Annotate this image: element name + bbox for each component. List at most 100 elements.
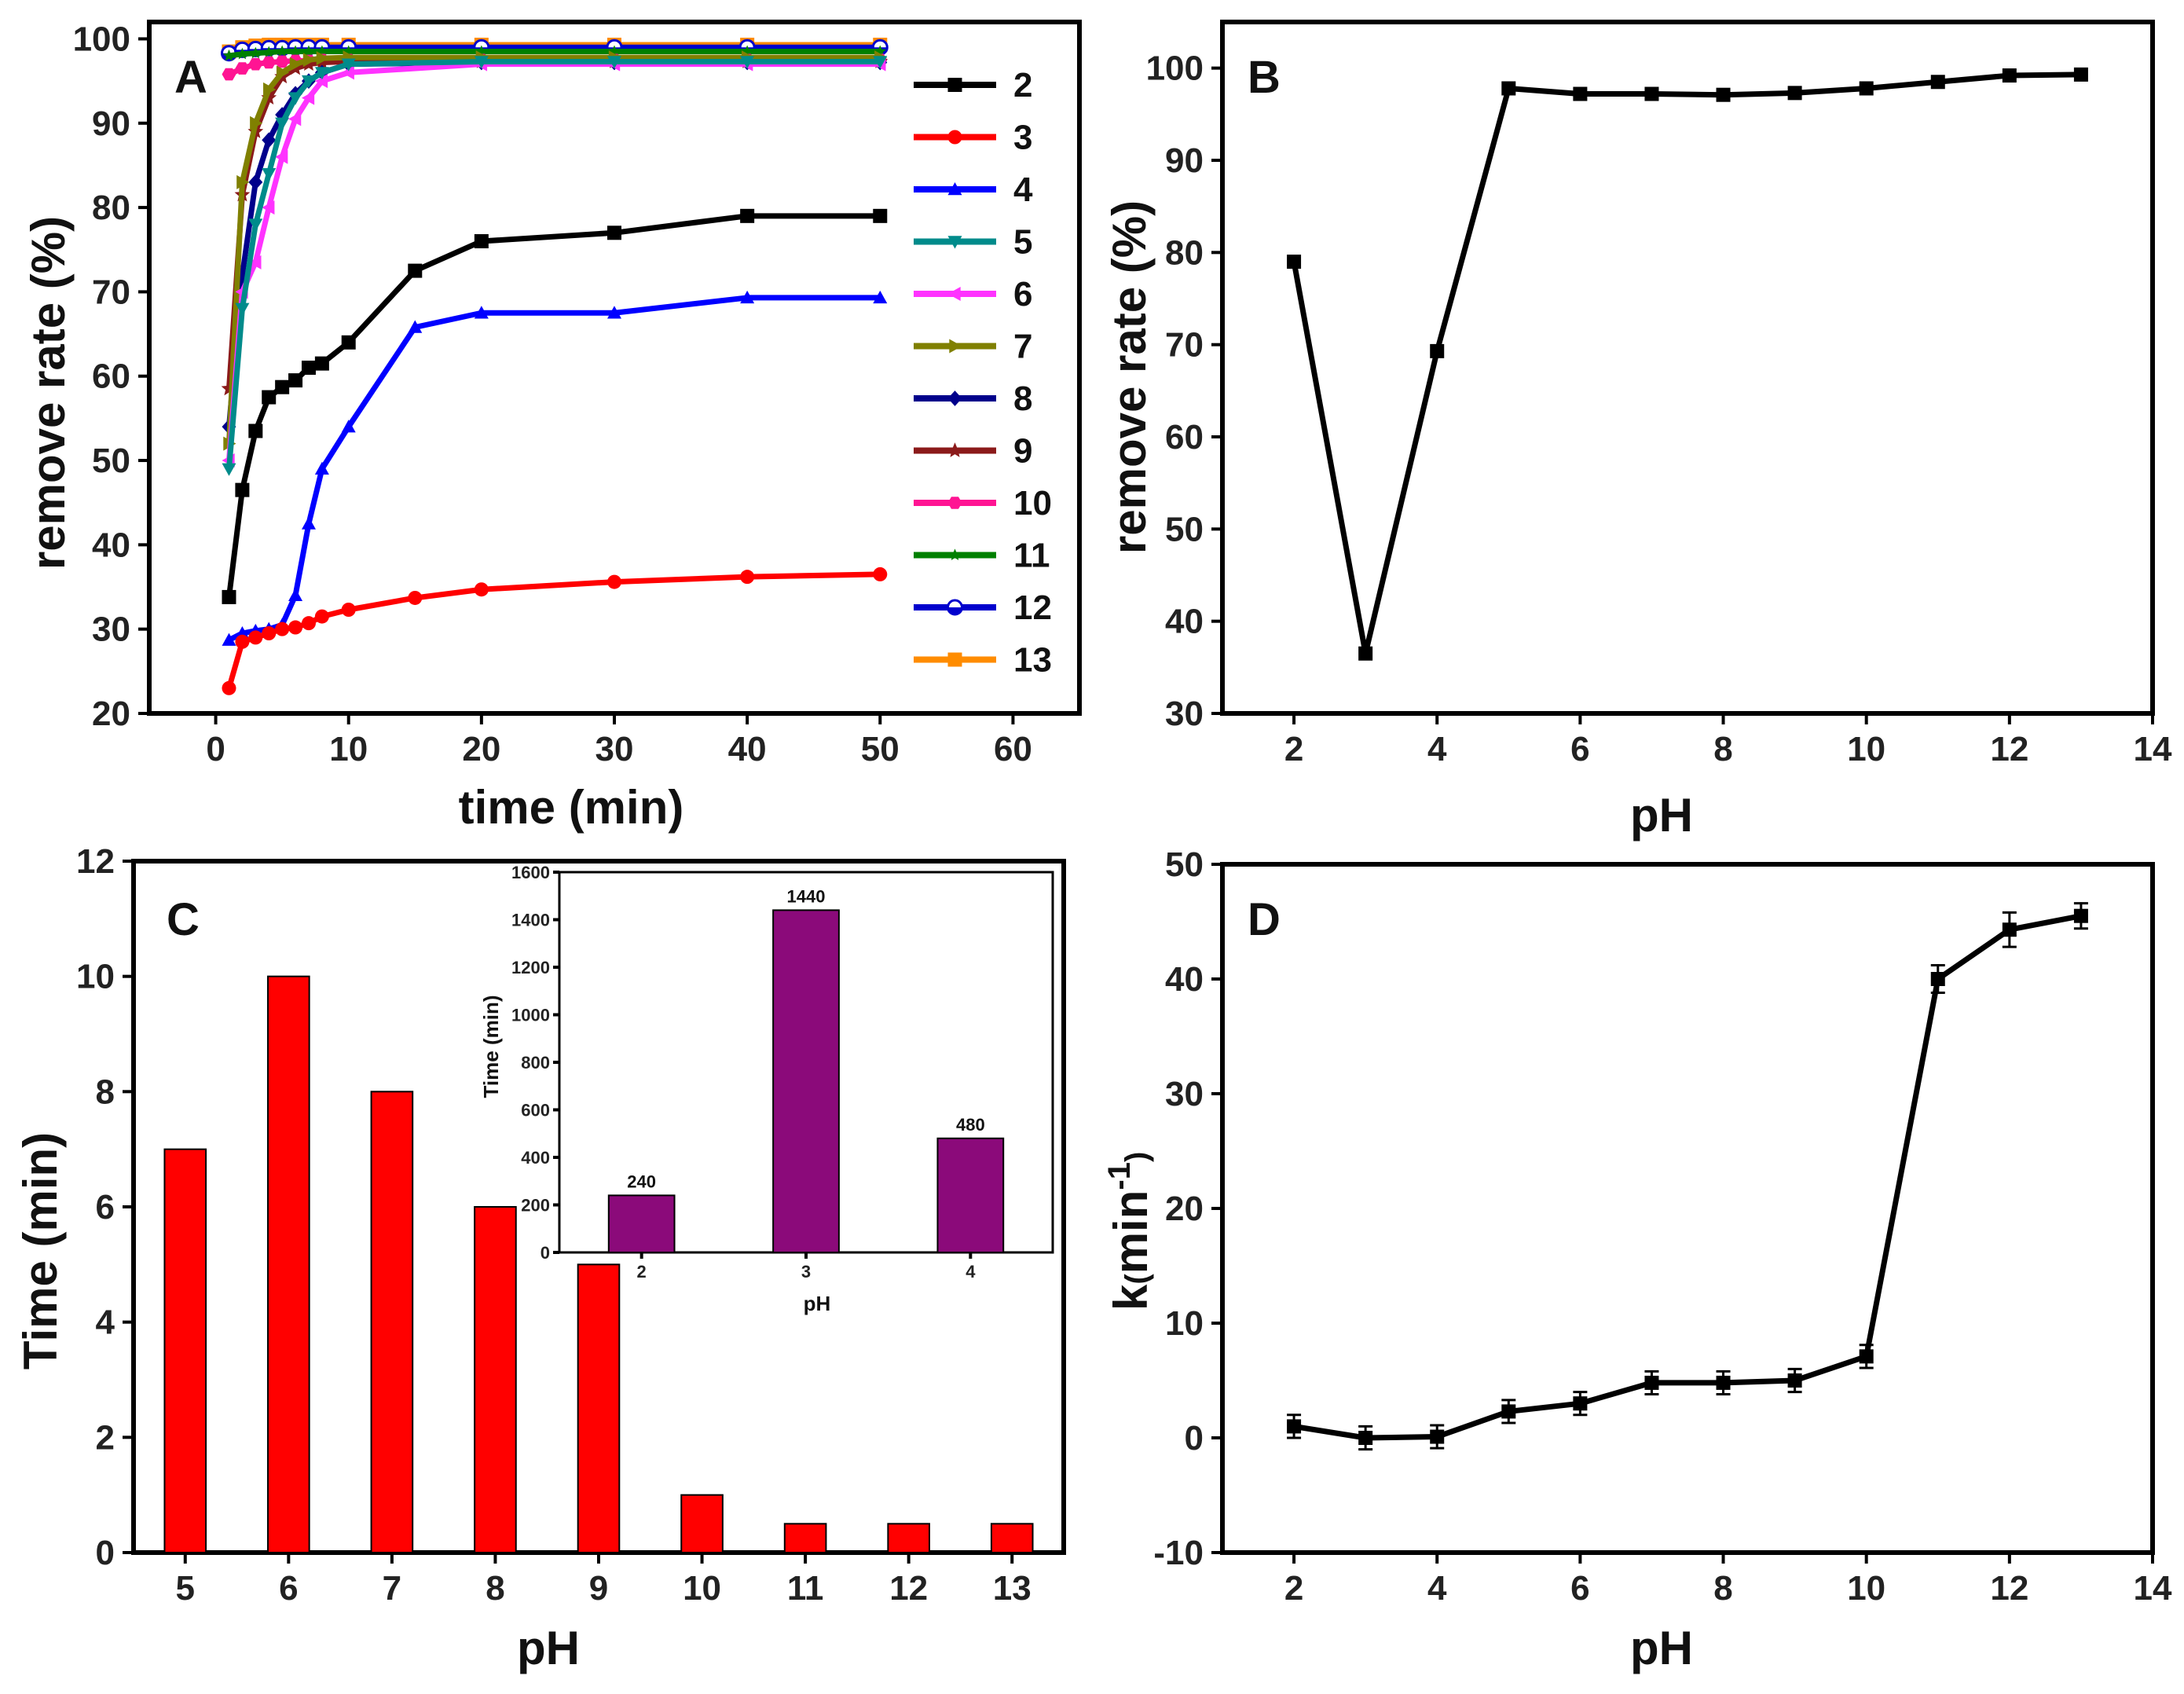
panel-c-xtick-label: 7 bbox=[383, 1569, 401, 1608]
legend-entry-12: 12 bbox=[914, 588, 1052, 627]
legend-entry-6: 6 bbox=[914, 275, 1032, 314]
panel-a-series-4-point bbox=[408, 320, 423, 333]
panel-b-point bbox=[2002, 68, 2017, 83]
panel-a-series-3-point bbox=[288, 620, 303, 635]
panel-d-xtick-label: 8 bbox=[1713, 1569, 1732, 1608]
panel-c-ytick-label: 12 bbox=[76, 842, 115, 881]
panel-a-series-5-point bbox=[222, 463, 236, 476]
panel-a-series-3-point bbox=[314, 609, 329, 624]
panel-d-ytick-label: 20 bbox=[1165, 1190, 1204, 1228]
panel-a-series-5-point bbox=[341, 58, 356, 72]
panel-a-xtick-label: 50 bbox=[861, 730, 900, 768]
panel-a-series-11-point bbox=[222, 49, 236, 61]
panel-a-series-7-point bbox=[236, 174, 250, 189]
panel-c-inset-bar-4 bbox=[936, 1137, 1005, 1254]
panel-a-xlabel: time (min) bbox=[459, 781, 684, 834]
legend-entry-7: 7 bbox=[914, 328, 1032, 366]
panel-a-series-6-point bbox=[262, 200, 275, 215]
panel-c-inset-xtick-label: 4 bbox=[966, 1262, 976, 1282]
panel-c-label: C bbox=[167, 894, 200, 945]
panel-c-bar-10 bbox=[680, 1494, 724, 1553]
panel-c-inset-ytick-label: 600 bbox=[521, 1101, 550, 1120]
panel-a-series-4-point bbox=[474, 306, 489, 319]
panel-d-ylabel-base: k bbox=[1105, 1284, 1157, 1311]
panel-a-series-7-point bbox=[250, 116, 263, 130]
panel-a-series-2-point bbox=[341, 335, 356, 350]
legend-entry-12-marker bbox=[947, 607, 962, 615]
panel-c-inset-data-label: 240 bbox=[627, 1172, 656, 1191]
panel-b-frame bbox=[1220, 20, 2155, 716]
panel-c-bar-8 bbox=[474, 1206, 517, 1553]
panel-d-point bbox=[1859, 1349, 1874, 1364]
legend-entry-6-marker bbox=[947, 287, 961, 301]
panel-b-point bbox=[1430, 343, 1445, 358]
panel-a: 20 30 40 50 60 70 80 90 100 0 10 20 30 40 50 60 A time … bbox=[22, 20, 1082, 834]
panel-d-ytick-label: 40 bbox=[1165, 960, 1204, 999]
panel-c-xtick-label: 13 bbox=[993, 1569, 1032, 1608]
panel-a-series-6-point bbox=[248, 255, 262, 270]
panel-c-inset-ytick-label: 1200 bbox=[511, 958, 550, 977]
panel-c-ylabel: Time (min) bbox=[14, 1132, 67, 1370]
panel-a-series-11-point bbox=[276, 45, 288, 57]
panel-a-ytick-label: 80 bbox=[92, 189, 130, 227]
panel-a-series-4-point bbox=[873, 290, 888, 304]
panel-d-frame bbox=[1220, 862, 2155, 1555]
panel-c-inset-xtick-label: 2 bbox=[637, 1262, 647, 1282]
panel-b-xlabel: pH bbox=[1630, 789, 1693, 842]
panel-a-series-5 bbox=[222, 56, 888, 476]
legend-entry-7-label: 7 bbox=[1013, 328, 1032, 366]
panel-c-inset: 0 200 400 600 800 1000 1200 1400 1600 2 3 4 240 1440… bbox=[479, 863, 1054, 1315]
panel-b-xtick-label: 2 bbox=[1284, 730, 1303, 768]
panel-a-series-2-point bbox=[235, 482, 250, 497]
panel-b-xtick-label: 12 bbox=[1990, 730, 2028, 768]
panel-c-ytick-label: 2 bbox=[96, 1418, 115, 1457]
legend-entry-9-marker bbox=[947, 442, 963, 457]
panel-a-series-6-point bbox=[314, 74, 328, 89]
legend-entry-6-label: 6 bbox=[1013, 275, 1032, 314]
panel-c-inset-data-label: 1440 bbox=[787, 886, 826, 906]
panel-d-xtick-label: 14 bbox=[2134, 1569, 2172, 1608]
panel-a-series-3-point bbox=[408, 590, 423, 605]
panel-c-inset-ylabel: Time (min) bbox=[479, 996, 503, 1098]
panel-a-series-5-point bbox=[248, 218, 263, 232]
panel-a-series-3-point bbox=[341, 603, 356, 617]
panel-a-series-2-point bbox=[222, 589, 236, 604]
panel-a-series-2-point bbox=[262, 390, 277, 405]
panel-b-label: B bbox=[1248, 52, 1281, 103]
panel-c-bar-11 bbox=[783, 1523, 827, 1554]
panel-a-series-4-point bbox=[301, 516, 316, 530]
panel-c-ytick-label: 0 bbox=[96, 1534, 115, 1572]
legend-entry-7-marker bbox=[949, 339, 962, 354]
panel-b-ytick-label: 30 bbox=[1165, 695, 1204, 733]
panel-c-xtick-label: 6 bbox=[279, 1569, 298, 1608]
panel-c-plot bbox=[163, 975, 1034, 1554]
panel-c-bar-12 bbox=[887, 1523, 930, 1554]
panel-c-bar-9 bbox=[577, 1263, 621, 1554]
panel-d-point bbox=[1644, 1375, 1659, 1390]
panel-a-series-3-point bbox=[248, 630, 263, 645]
panel-a-series-3-point bbox=[262, 626, 277, 641]
panel-a-series-2-point bbox=[607, 226, 621, 240]
panel-c-inset-ytick-label: 1600 bbox=[511, 863, 550, 882]
panel-d-label: D bbox=[1248, 894, 1281, 945]
legend-entry-9-label: 9 bbox=[1013, 432, 1032, 471]
panel-b-point bbox=[2073, 67, 2088, 82]
panel-c-xtick-label: 12 bbox=[889, 1569, 928, 1608]
panel-c-ytick-label: 4 bbox=[96, 1304, 115, 1342]
panel-b-ytick-label: 60 bbox=[1165, 418, 1204, 456]
panel-c-inset-plot: 240 1440 480 bbox=[607, 886, 1005, 1254]
panel-a-series-10-point bbox=[222, 68, 236, 81]
panel-a-series-2-point bbox=[248, 424, 263, 438]
legend-entry-11-label: 11 bbox=[1013, 537, 1050, 575]
panel-c-bar-5 bbox=[163, 1148, 207, 1553]
panel-b-plot bbox=[1287, 67, 2088, 661]
panel-a-series-6-point bbox=[341, 65, 354, 80]
panel-a-series-10-point bbox=[262, 56, 277, 69]
legend-entry-13: 13 bbox=[914, 641, 1052, 680]
panel-b-point bbox=[1287, 255, 1302, 270]
panel-d-point bbox=[1358, 1431, 1373, 1445]
legend-entry-10: 10 bbox=[914, 484, 1052, 522]
panel-a-xtick-label: 30 bbox=[595, 730, 634, 768]
panel-a-series-6-point bbox=[275, 149, 288, 164]
panel-a-series-11-point bbox=[302, 45, 315, 57]
